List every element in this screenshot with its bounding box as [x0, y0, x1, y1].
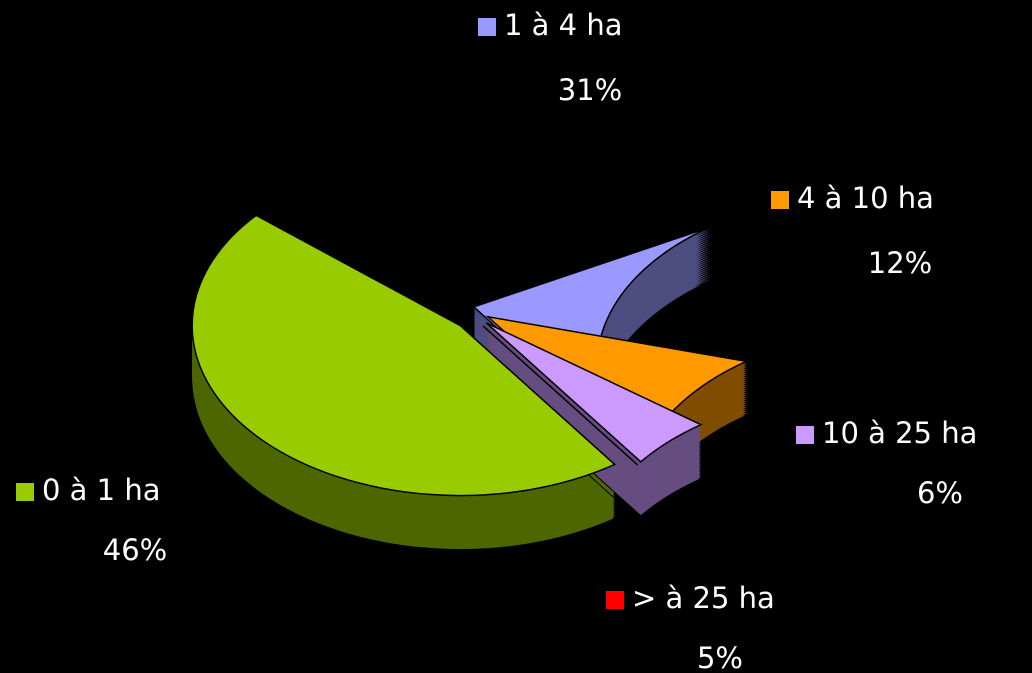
- slice: [482, 325, 639, 466]
- pie-tops: [191, 214, 750, 497]
- slice: [191, 214, 617, 497]
- slice-label: 1 à 4 ha: [504, 8, 622, 42]
- slice: [485, 322, 703, 463]
- slice-value-label: 6%: [917, 476, 963, 510]
- legend-swatch: [796, 426, 814, 444]
- legend-swatch: [16, 483, 34, 501]
- slice-label: 10 à 25 ha: [822, 416, 977, 450]
- slice-label: 0 à 1 ha: [42, 473, 160, 507]
- labels: 0 à 1 ha 46% 1 à 4 ha 31% 4 à 10 ha 12% 10 à 2…: [16, 8, 977, 673]
- slice-value-label: 12%: [868, 246, 932, 280]
- slice-value-label: 31%: [558, 73, 622, 107]
- slice-label: > à 25 ha: [632, 581, 775, 615]
- slice-value-label: 5%: [697, 641, 743, 673]
- legend-swatch: [478, 18, 496, 36]
- slice-value-label: 46%: [103, 533, 167, 567]
- legend-swatch: [771, 191, 789, 209]
- legend-swatch: [606, 591, 624, 609]
- slice-label: 4 à 10 ha: [797, 181, 934, 215]
